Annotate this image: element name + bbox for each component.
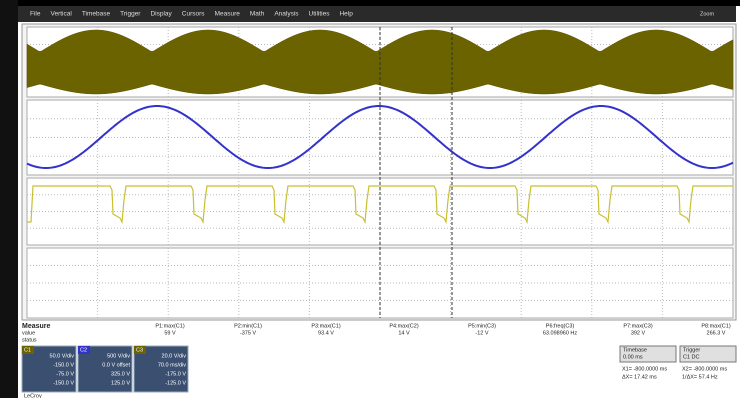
param-name: P5:min(C3)	[468, 323, 496, 329]
channel-line: 325.0 V	[111, 371, 130, 377]
param-name: P3:max(C1)	[311, 323, 341, 329]
cursor-readout: X1= -800.0000 ms	[622, 366, 667, 372]
menu-item[interactable]: Display	[150, 11, 172, 18]
menu-item[interactable]: Timebase	[82, 11, 111, 18]
menu-item[interactable]: Analysis	[274, 11, 299, 18]
menu-item[interactable]: Trigger	[120, 11, 141, 18]
timebase-value: 0.00 ms	[623, 354, 643, 360]
param-value: 266.3 V	[707, 330, 726, 336]
param-name: P4:max(C2)	[389, 323, 419, 329]
param-value: 59 V	[164, 330, 176, 336]
measure-row: status	[22, 337, 37, 343]
menu-item[interactable]: Cursors	[182, 11, 206, 18]
measure-row: value	[22, 330, 35, 336]
param-value: -12 V	[475, 330, 488, 336]
channel-line: -125.0 V	[165, 380, 186, 386]
param-name: P6:freq(C3)	[546, 323, 575, 329]
channel-line: 50.0 V/div	[50, 353, 75, 359]
cursor-readout: ΔX= 17.42 ms	[622, 374, 657, 380]
param-value: -375 V	[240, 330, 257, 336]
channel-id: C2	[80, 347, 87, 353]
left-border	[0, 0, 18, 398]
param-value: 14 V	[398, 330, 410, 336]
channel-line: -150.0 V	[53, 380, 74, 386]
cursor-readout: 1/ΔX= 57.4 Hz	[682, 374, 718, 380]
param-name: P2:min(C1)	[234, 323, 262, 329]
cursor-readout: X2= -800.0000 ms	[682, 366, 727, 372]
menu-item[interactable]: Math	[250, 11, 265, 18]
menu-item[interactable]: Help	[339, 11, 353, 18]
channel-line: 20.0 V/div	[162, 353, 187, 359]
channel-line: 70.0 ms/div	[158, 362, 186, 368]
channel-line: 125.0 V	[111, 380, 130, 386]
channel-line: -175.0 V	[165, 371, 186, 377]
menu-item[interactable]: Vertical	[50, 11, 72, 18]
param-name: P7:max(C3)	[623, 323, 653, 329]
menu-item[interactable]: File	[30, 11, 41, 18]
param-name: P1:max(C1)	[155, 323, 185, 329]
channel-line: 500 V/div	[107, 353, 130, 359]
trigger-value: C1 DC	[683, 354, 700, 360]
brand: LeCroy	[24, 393, 42, 398]
channel-line: 0.0 V offset	[102, 362, 130, 368]
menu-item[interactable]: Measure	[215, 11, 241, 18]
page: {"menu":["File","Vertical","Timebase","T…	[0, 0, 740, 398]
trigger-title: Trigger	[683, 347, 700, 353]
channel-id: C1	[24, 347, 31, 353]
timebase-title: Timebase	[623, 347, 647, 353]
scope-screen: File Vertical Timebase Trigger Display Cursor…	[0, 0, 740, 398]
channel-id: C3	[136, 347, 143, 353]
channel-line: -150.0 V	[53, 362, 74, 368]
param-value: 93.4 V	[318, 330, 334, 336]
param-value: 63.098960 Hz	[543, 330, 577, 336]
top-border	[0, 0, 740, 6]
param-value: 392 V	[631, 330, 646, 336]
channel-line: -75.0 V	[56, 371, 74, 377]
zoom[interactable]: Zoom	[700, 11, 714, 17]
measure-label: Measure	[22, 323, 51, 330]
param-name: P8:max(C1)	[701, 323, 731, 329]
menu-item[interactable]: Utilities	[309, 11, 331, 18]
